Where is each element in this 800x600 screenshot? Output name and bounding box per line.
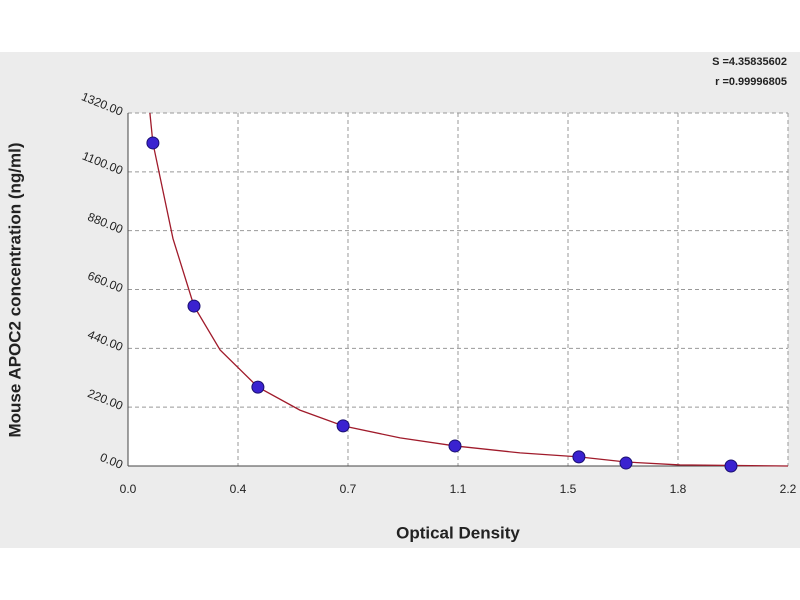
data-point [336,419,350,433]
data-point [146,136,160,150]
y-axis-label: Mouse APOC2 concentration (ng/ml) [5,142,24,437]
x-tick-label: 0.4 [230,482,247,496]
x-tick-label: 0.0 [120,482,137,496]
data-point [448,439,462,453]
x-tick-label: 1.8 [670,482,687,496]
x-tick-label: 1.5 [560,482,577,496]
annotation: S =4.35835602 [712,56,787,68]
data-point [572,450,586,464]
data-point [724,459,738,473]
x-axis-label: Optical Density [396,523,520,542]
annotation: r =0.99996805 [715,76,787,88]
x-tick-label: 0.7 [340,482,357,496]
data-point [251,380,265,394]
data-point [187,299,201,313]
data-point [619,456,633,470]
x-tick-label: 2.2 [780,482,797,496]
x-tick-label: 1.1 [450,482,467,496]
